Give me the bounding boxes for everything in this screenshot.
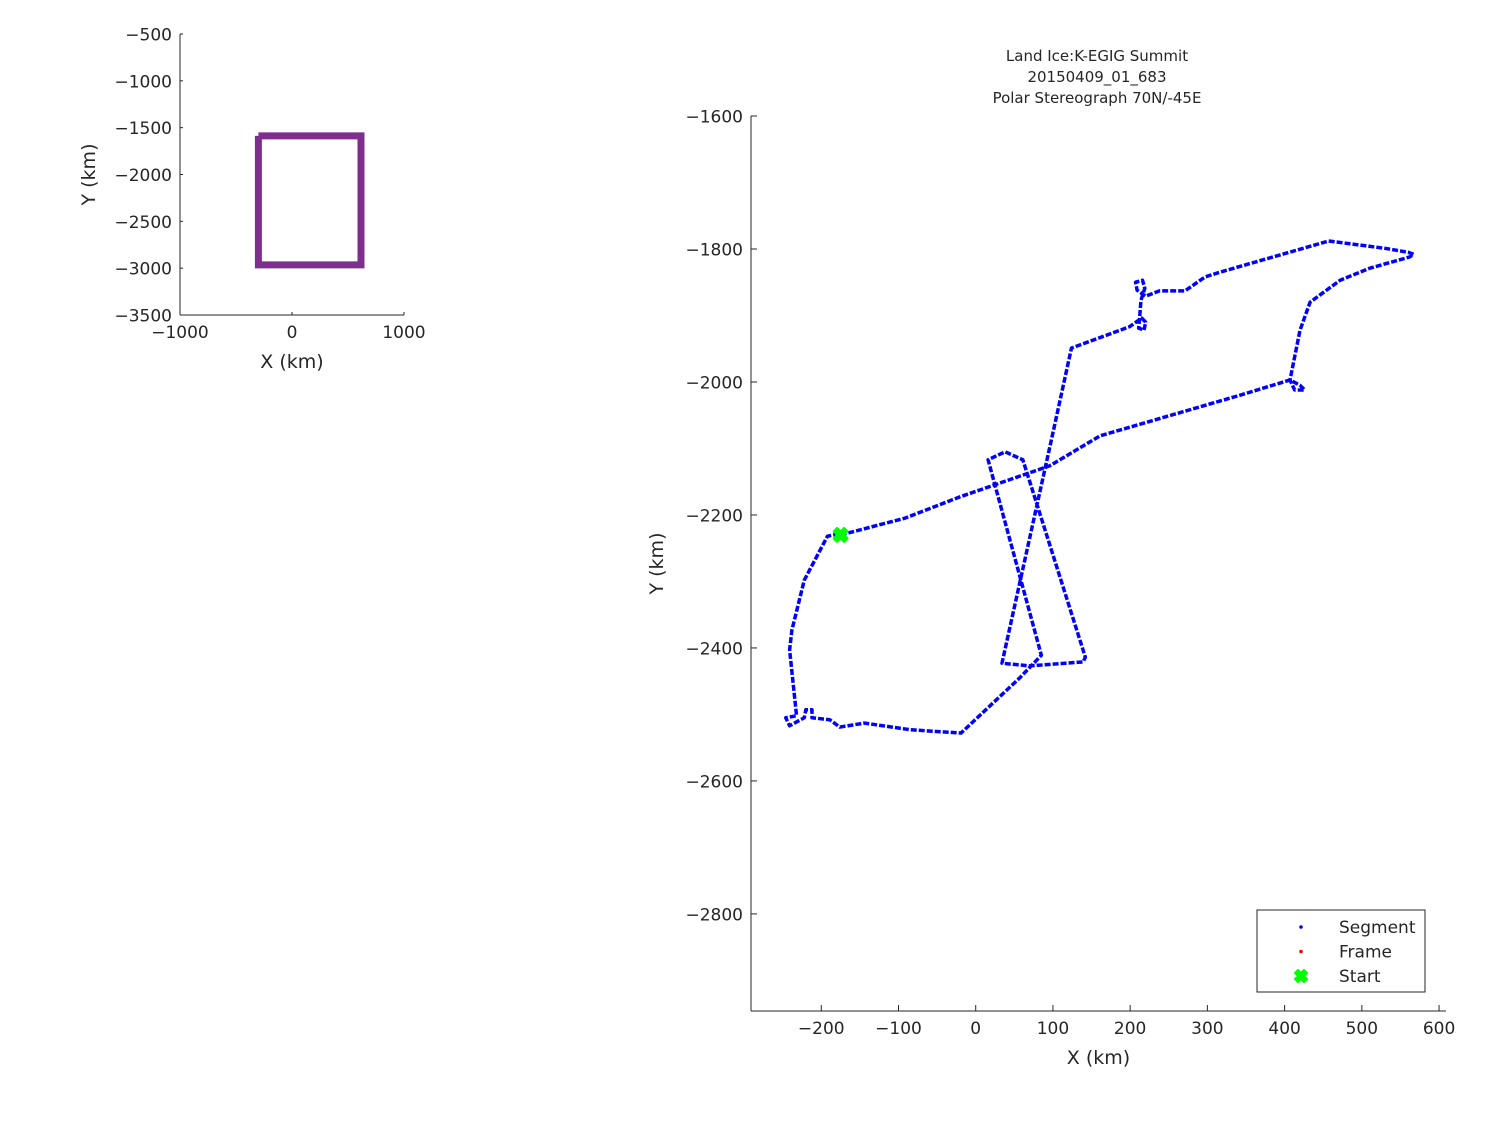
x-tick-label: 400 xyxy=(1268,1019,1300,1039)
legend-label: Start xyxy=(1339,967,1381,987)
x-tick-label: 0 xyxy=(970,1019,981,1039)
legend-marker-segment xyxy=(1299,925,1303,929)
x-tick-label: 1000 xyxy=(382,323,425,343)
x-tick-label: −200 xyxy=(798,1019,845,1039)
legend-box xyxy=(1256,909,1426,993)
y-tick-label: −2000 xyxy=(685,373,743,393)
x-tick-label: 100 xyxy=(1037,1019,1069,1039)
chart-title-line: Polar Stereograph 70N/-45E xyxy=(993,89,1202,107)
x-tick-label: −100 xyxy=(875,1019,922,1039)
segment-track xyxy=(784,239,1416,735)
x-tick-label: −1000 xyxy=(151,323,209,343)
y-tick-label: −2200 xyxy=(685,506,743,526)
y-tick-label: −1000 xyxy=(114,72,172,92)
y-axis-label: Y (km) xyxy=(78,144,100,207)
y-tick-label: −2000 xyxy=(114,166,172,186)
y-tick-label: −2600 xyxy=(685,772,743,792)
legend-marker-frame xyxy=(1299,949,1303,954)
x-tick-label: 0 xyxy=(287,323,298,343)
chart-title-line: Land Ice:K-EGIG Summit xyxy=(1006,47,1188,65)
y-tick-label: −1600 xyxy=(685,107,743,127)
y-tick-label: −2400 xyxy=(685,639,743,659)
y-tick-label: −2500 xyxy=(114,213,172,233)
y-axis-label: Y (km) xyxy=(646,533,668,596)
y-tick-label: −2800 xyxy=(685,905,743,925)
x-tick-label: 600 xyxy=(1423,1019,1455,1039)
overview-chart: −1000 0 1000 −500 −1000 −1500 −2000 −2500 −3000 −… xyxy=(78,25,426,373)
x-tick-label: 200 xyxy=(1114,1019,1146,1039)
chart-title-line: 20150409_01_683 xyxy=(1027,68,1166,87)
legend-marker-start xyxy=(1294,969,1308,983)
y-tick-label: −500 xyxy=(125,25,172,45)
x-axis-label: X (km) xyxy=(1067,1047,1130,1069)
main-chart: −200 −100 0 100 200 300 400 500 600 −1600 −1800 −20… xyxy=(646,47,1455,1069)
x-axis-label: X (km) xyxy=(260,351,323,373)
y-tick-label: −3000 xyxy=(114,260,172,280)
y-tick-label: −3500 xyxy=(114,306,172,326)
y-tick-label: −1800 xyxy=(685,240,743,260)
extent-rectangle xyxy=(254,132,365,269)
legend: Segment Frame Start xyxy=(1256,909,1426,993)
x-tick-label: 500 xyxy=(1346,1019,1378,1039)
x-tick-label: 300 xyxy=(1191,1019,1223,1039)
legend-label: Frame xyxy=(1339,943,1392,963)
legend-label: Segment xyxy=(1339,918,1416,938)
start-marker xyxy=(832,526,849,543)
y-tick-label: −1500 xyxy=(114,119,172,139)
